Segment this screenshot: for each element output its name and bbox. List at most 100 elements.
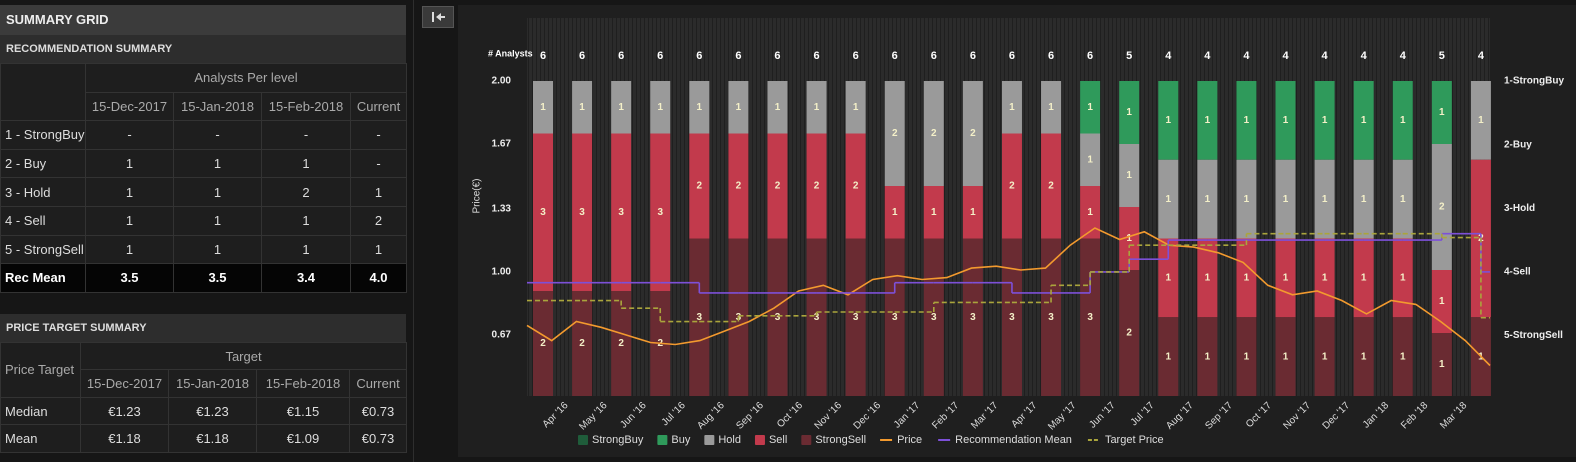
segment-label: 1 xyxy=(1126,233,1132,244)
table-cell: €1.09 xyxy=(256,424,350,453)
row-label: 5 - StrongSell xyxy=(0,234,86,265)
bar-segment xyxy=(962,238,983,396)
bar-segment xyxy=(1080,186,1101,239)
segment-label: 3 xyxy=(931,312,937,323)
collapse-icon xyxy=(432,12,445,22)
analysts-count: 4 xyxy=(1204,50,1211,62)
bar-segment xyxy=(884,186,905,239)
segment-label: 1 xyxy=(853,102,859,113)
table-cell: 1 xyxy=(85,177,174,207)
segment-label: 2 xyxy=(1009,181,1015,192)
analysts-count: 4 xyxy=(1361,50,1368,62)
collapse-button[interactable] xyxy=(422,6,454,28)
analysts-count: 6 xyxy=(735,50,741,62)
segment-label: 3 xyxy=(1087,312,1093,323)
segment-label: 1 xyxy=(814,102,820,113)
segment-label: 1 xyxy=(892,207,898,218)
analysts-count: 6 xyxy=(657,50,663,62)
table-cell: 1 xyxy=(261,234,351,265)
column-header: 15-Feb-2018 xyxy=(256,369,350,398)
segment-label: 3 xyxy=(814,312,820,323)
bar-segment xyxy=(1197,317,1218,396)
segment-label: 1 xyxy=(657,102,663,113)
segment-label: 3 xyxy=(1009,312,1015,323)
segment-label: 1 xyxy=(1439,107,1445,118)
segment-label: 2 xyxy=(775,181,781,192)
bar-segment xyxy=(767,81,788,134)
y2-tick-label: 3-Hold xyxy=(1504,203,1535,214)
legend-label: Buy xyxy=(671,434,690,446)
segment-label: 1 xyxy=(1283,115,1289,126)
analysts-count: 6 xyxy=(579,50,585,62)
segment-label: 1 xyxy=(1165,194,1171,205)
header-row: 15-Dec-2017 15-Jan-2018 15-Feb-2018 Current xyxy=(1,369,408,398)
segment-label: 1 xyxy=(736,102,742,113)
segment-label: 2 xyxy=(892,128,898,139)
bar-segment xyxy=(1119,144,1140,207)
segment-label: 1 xyxy=(1126,170,1132,181)
bar-segment xyxy=(1353,238,1374,318)
row-label: Mean xyxy=(0,424,81,453)
segment-label: 2 xyxy=(540,338,546,349)
segment-label: 1 xyxy=(618,102,624,113)
segment-label: 1 xyxy=(697,102,703,113)
legend-label: Price xyxy=(897,434,922,446)
analysts-count: 4 xyxy=(1243,50,1250,62)
analysts-count: 5 xyxy=(1126,50,1132,62)
legend-swatch xyxy=(754,435,765,445)
analysts-count: 4 xyxy=(1322,50,1329,62)
analysts-count: 4 xyxy=(1165,50,1172,62)
bar-segment xyxy=(1275,238,1296,318)
y2-tick-label: 2-Buy xyxy=(1504,139,1532,150)
y-tick-label: 1.67 xyxy=(492,139,512,150)
segment-label: 1 xyxy=(970,207,976,218)
bar-segment xyxy=(1392,81,1413,160)
bar-segment xyxy=(1431,270,1452,333)
segment-label: 3 xyxy=(540,207,546,218)
bar-segment xyxy=(1392,159,1413,239)
bar-segment xyxy=(689,133,710,239)
column-header: 15-Dec-2017 xyxy=(80,369,169,398)
bar-segment xyxy=(1392,238,1413,318)
bar-segment xyxy=(767,238,788,396)
segment-label: 1 xyxy=(1439,296,1445,307)
table-cell: 1 xyxy=(261,148,351,179)
analysts-count: 6 xyxy=(892,50,898,62)
segment-label: 1 xyxy=(1087,102,1093,113)
segment-label: 2 xyxy=(931,128,937,139)
y2-tick-label: 5-StrongSell xyxy=(1504,330,1563,341)
table-cell: €1.18 xyxy=(80,424,169,453)
segment-label: 1 xyxy=(1244,194,1250,205)
analysts-count: 6 xyxy=(774,50,780,62)
bar-segment xyxy=(533,133,553,291)
table-cell: €1.15 xyxy=(256,396,350,426)
table-cell: - xyxy=(261,120,351,150)
column-header: 15-Jan-2018 xyxy=(168,369,257,398)
analysts-count: 6 xyxy=(540,50,546,62)
y-tick-label: 1.33 xyxy=(492,204,512,215)
table-row: Mean €1.18 €1.18 €1.09 €0.73 xyxy=(0,424,408,453)
bar-segment xyxy=(572,133,593,291)
row-label: 4 - Sell xyxy=(0,205,86,236)
mean-row: Rec Mean 3.5 3.5 3.4 4.0 xyxy=(0,263,408,293)
column-header: 15-Feb-2018 xyxy=(261,91,351,122)
legend-swatch xyxy=(578,435,588,445)
bar-segment xyxy=(1041,133,1062,239)
table-row: 4 - Sell 1 1 1 2 xyxy=(0,205,408,236)
segment-label: 1 xyxy=(1205,351,1211,362)
bar-segment xyxy=(845,238,866,396)
segment-label: 1 xyxy=(1165,115,1171,126)
y2-tick-label: 1-StrongBuy xyxy=(1504,76,1564,87)
table-cell: 2 xyxy=(261,177,351,207)
bar-segment xyxy=(1158,159,1179,239)
column-header: 15-Dec-2017 xyxy=(85,91,174,122)
bar-segment xyxy=(1158,238,1179,318)
bar-segment xyxy=(923,186,944,239)
recommendation-table: Analysts Per level 15-Dec-2017 15-Jan-2018… xyxy=(0,62,408,293)
row-label: Rec Mean xyxy=(0,263,86,293)
segment-label: 1 xyxy=(1048,102,1054,113)
bar-segment xyxy=(1197,159,1218,239)
section-title: PRICE TARGET SUMMARY xyxy=(0,313,406,342)
bar-segment xyxy=(1080,81,1101,134)
legend-label: Hold xyxy=(718,434,741,446)
